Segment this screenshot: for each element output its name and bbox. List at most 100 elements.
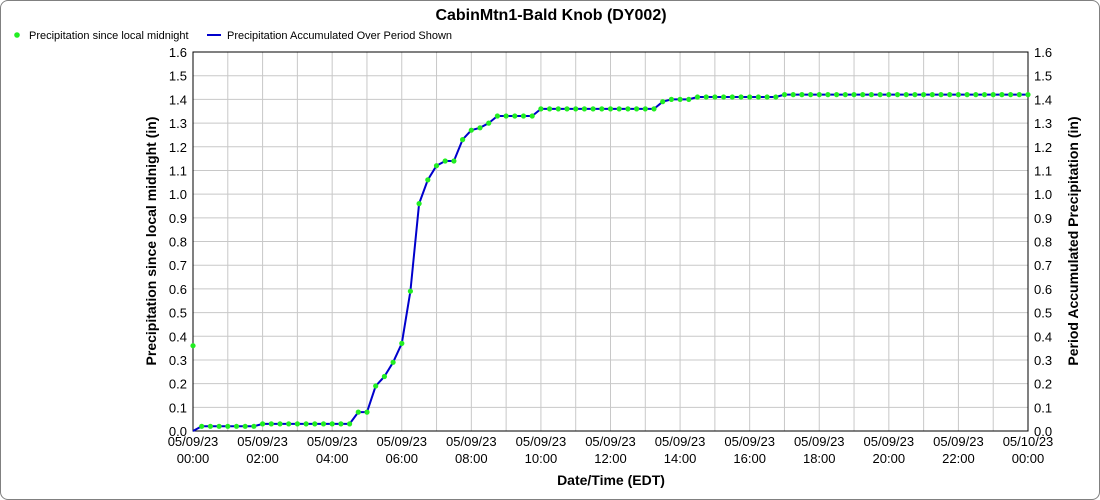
x-tick-date: 05/09/23 xyxy=(376,434,427,449)
y-tick-label-right: 1.3 xyxy=(1034,116,1052,131)
data-point xyxy=(790,92,796,98)
y-tick-label-right: 0.6 xyxy=(1034,282,1052,297)
data-point xyxy=(929,92,935,98)
data-point xyxy=(494,113,500,119)
data-point xyxy=(242,423,248,429)
data-point xyxy=(694,94,701,100)
data-point xyxy=(225,423,231,429)
y-axis-left-title: Precipitation since local midnight (in) xyxy=(143,117,159,366)
data-point xyxy=(442,158,448,164)
legend-label-scatter: Precipitation since local midnight xyxy=(29,30,189,42)
legend: Precipitation since local midnight Preci… xyxy=(14,30,452,42)
x-axis-title: Date/Time (EDT) xyxy=(557,472,665,488)
y-tick-label-right: 0.9 xyxy=(1034,211,1052,226)
y-tick-label-left: 0.9 xyxy=(169,211,187,226)
x-tick-label: 05/09/23 16:00 xyxy=(724,434,775,466)
y-tick-label-left: 1.1 xyxy=(169,163,187,178)
data-point xyxy=(599,106,605,112)
data-point xyxy=(294,421,300,427)
data-point xyxy=(921,92,927,98)
x-tick-time: 04:00 xyxy=(316,451,349,466)
y-tick-label-left: 1.4 xyxy=(169,92,187,107)
data-point xyxy=(851,92,857,98)
data-point xyxy=(825,92,831,98)
data-point xyxy=(781,92,788,98)
data-point xyxy=(703,94,709,100)
data-point xyxy=(981,92,988,98)
x-tick-time: 22:00 xyxy=(942,451,975,466)
data-point xyxy=(564,106,570,112)
y-tick-label-left: 0.8 xyxy=(169,235,187,250)
data-point xyxy=(347,421,353,427)
data-point xyxy=(729,94,735,100)
data-point xyxy=(964,92,970,98)
data-point xyxy=(512,113,518,119)
x-axis-ticks: 05/09/2300:0005/09/2302:0005/09/2304:000… xyxy=(168,434,1054,466)
data-point xyxy=(999,92,1005,98)
data-point xyxy=(312,421,318,427)
data-point xyxy=(686,96,692,102)
data-point xyxy=(668,96,675,102)
x-tick-label: 05/09/23 20:00 xyxy=(864,434,915,466)
data-point xyxy=(1008,92,1014,98)
data-point xyxy=(747,94,753,100)
x-tick-time: 02:00 xyxy=(246,451,279,466)
data-point xyxy=(642,106,648,112)
data-point xyxy=(764,94,770,100)
x-tick-date: 05/09/23 xyxy=(446,434,497,449)
data-point xyxy=(486,120,492,126)
data-point xyxy=(320,421,327,427)
data-point xyxy=(607,106,614,112)
data-point xyxy=(973,92,979,98)
x-tick-time: 16:00 xyxy=(733,451,766,466)
data-point xyxy=(547,106,553,112)
data-point xyxy=(364,409,370,415)
y-tick-label-left: 1.2 xyxy=(169,140,187,155)
x-tick-label: 05/10/23 00:00 xyxy=(1003,434,1054,466)
data-point xyxy=(738,94,744,100)
y-tick-label-left: 0.6 xyxy=(169,282,187,297)
data-point xyxy=(538,106,544,112)
y-axis-right-ticks: 0.0 0.1 0.2 0.3 0.4 0.5 0.6 0.7 0.8 0.9 1.0 1.1 1.2 1… xyxy=(1034,45,1052,439)
data-point xyxy=(590,106,596,112)
data-point xyxy=(799,92,805,98)
data-point xyxy=(303,421,309,427)
data-point xyxy=(355,409,361,415)
data-point xyxy=(938,92,944,98)
data-point xyxy=(634,106,640,112)
y-tick-label-right: 0.5 xyxy=(1034,306,1052,321)
data-point xyxy=(808,92,814,98)
data-point xyxy=(868,92,875,98)
data-point xyxy=(503,113,509,119)
legend-marker-scatter xyxy=(14,32,20,38)
data-point xyxy=(399,340,405,346)
chart-title: CabinMtn1-Bald Knob (DY002) xyxy=(435,7,666,24)
data-point xyxy=(268,421,274,427)
data-point xyxy=(886,92,892,98)
data-point xyxy=(842,92,848,98)
data-point xyxy=(581,106,588,112)
data-point xyxy=(834,92,840,98)
x-tick-date: 05/10/23 xyxy=(1003,434,1054,449)
data-point xyxy=(520,113,527,119)
data-point xyxy=(251,423,257,429)
data-point xyxy=(955,92,962,98)
y-tick-label-left: 1.0 xyxy=(169,187,187,202)
data-point xyxy=(373,383,379,389)
x-tick-label: 05/09/23 14:00 xyxy=(655,434,706,466)
data-point xyxy=(660,99,666,105)
data-point xyxy=(460,137,466,143)
y-tick-label-right: 0.1 xyxy=(1034,400,1052,415)
data-point xyxy=(877,92,883,98)
y-tick-label-right: 0.8 xyxy=(1034,235,1052,250)
y-tick-label-left: 0.5 xyxy=(169,306,187,321)
x-tick-date: 05/09/23 xyxy=(794,434,845,449)
data-point xyxy=(529,113,535,119)
data-point xyxy=(451,158,457,164)
x-tick-date: 05/09/23 xyxy=(864,434,915,449)
data-point xyxy=(216,423,222,429)
data-point xyxy=(555,106,561,112)
y-axis-right-title: Period Accumulated Precipitation (in) xyxy=(1065,116,1081,365)
data-point xyxy=(329,421,335,427)
